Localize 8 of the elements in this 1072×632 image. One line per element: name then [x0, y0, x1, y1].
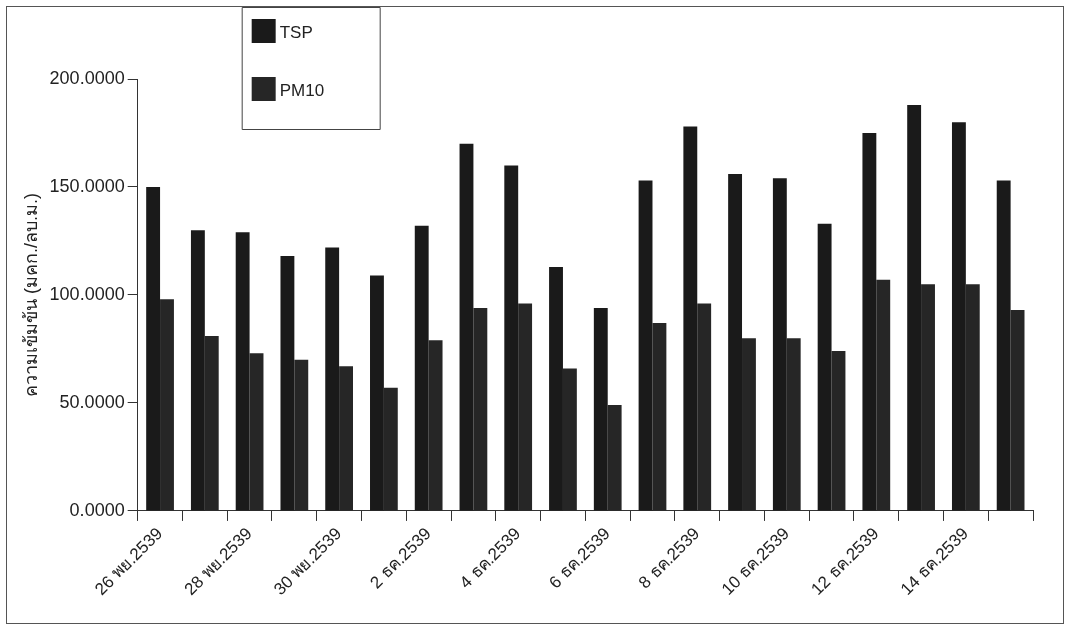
legend-label: PM10: [279, 80, 325, 100]
y-tick-label: 150.0000: [49, 175, 125, 196]
y-tick-label: 200.0000: [49, 67, 125, 88]
y-tick-label: 100.0000: [49, 283, 125, 304]
y-tick-label: 50.0000: [59, 391, 125, 412]
legend-label: TSP: [279, 22, 313, 42]
y-axis-title: ความเข้มข้น (มคก./ลบ.ม.): [20, 192, 41, 397]
y-tick-label: 0.0000: [69, 499, 125, 520]
